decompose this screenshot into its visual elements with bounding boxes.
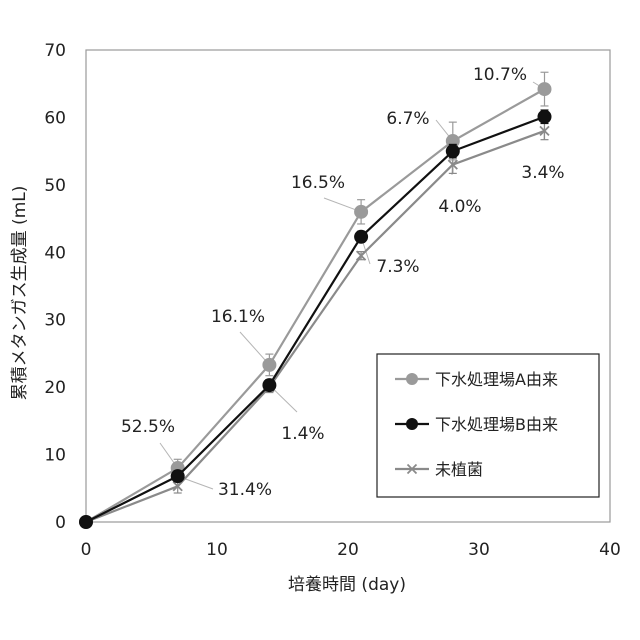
legend-marker <box>406 418 418 430</box>
y-tick-label: 60 <box>44 108 66 128</box>
y-tick-label: 40 <box>44 243 66 263</box>
y-tick-label: 20 <box>44 378 66 398</box>
x-axis-title: 培養時間 (day) <box>288 575 406 595</box>
y-tick-label: 0 <box>55 513 66 533</box>
annotation-label: 52.5% <box>121 417 175 437</box>
x-tick-label: 40 <box>599 540 621 560</box>
legend-label: 下水処理場A由来 <box>435 370 558 389</box>
y-tick-label: 30 <box>44 311 66 331</box>
annotation-label: 10.7% <box>473 65 527 85</box>
x-tick-label: 30 <box>468 540 490 560</box>
data-point <box>171 470 184 483</box>
x-tick-label: 0 <box>81 540 92 560</box>
annotation-label: 3.4% <box>521 163 564 183</box>
legend-marker <box>406 373 418 385</box>
data-point <box>263 379 276 392</box>
data-point <box>263 358 276 371</box>
annotation-label: 7.3% <box>376 257 419 277</box>
legend-label: 下水処理場B由来 <box>435 415 558 434</box>
legend: 下水処理場A由来下水処理場B由来未植菌 <box>377 354 599 497</box>
annotation-label: 4.0% <box>438 197 481 217</box>
x-tick-label: 20 <box>337 540 359 560</box>
annotation-label: 16.1% <box>211 307 265 327</box>
y-tick-label: 70 <box>44 41 66 61</box>
x-tick-label: 10 <box>206 540 228 560</box>
data-point <box>80 516 93 529</box>
data-point <box>355 205 368 218</box>
data-point <box>355 230 368 243</box>
legend-label: 未植菌 <box>435 460 483 479</box>
data-point <box>446 145 459 158</box>
y-axis-title: 累積メタンガス生成量 (mL) <box>10 186 30 401</box>
annotation-label: 31.4% <box>218 480 272 500</box>
annotation-label: 16.5% <box>291 173 345 193</box>
annotation-label: 1.4% <box>281 424 324 444</box>
data-point <box>538 83 551 96</box>
y-tick-label: 50 <box>44 176 66 196</box>
annotation-label: 6.7% <box>386 109 429 129</box>
y-tick-label: 10 <box>44 446 66 466</box>
data-point <box>538 110 551 123</box>
